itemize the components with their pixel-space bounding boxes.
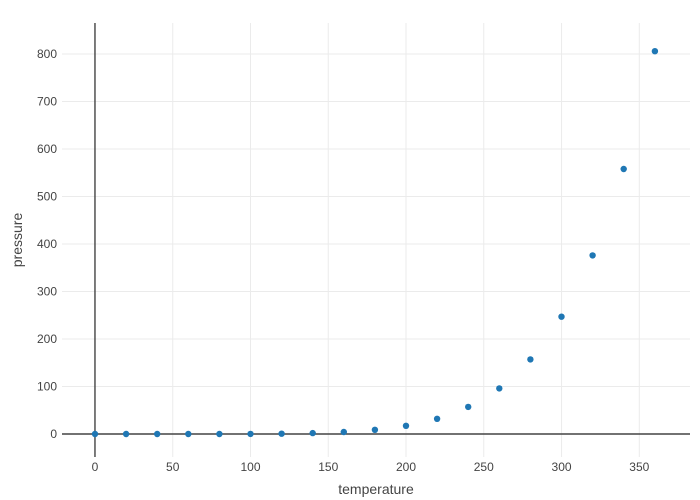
x-tick-label: 250 [474, 460, 494, 474]
x-tick-label: 200 [396, 460, 416, 474]
data-point[interactable] [247, 430, 254, 438]
data-point[interactable] [309, 429, 316, 437]
data-point[interactable] [620, 165, 627, 173]
y-tick-label: 0 [50, 427, 57, 441]
x-tick-label: 150 [318, 460, 338, 474]
x-tick-label: 0 [92, 460, 99, 474]
x-tick-label: 300 [552, 460, 572, 474]
data-point[interactable] [433, 415, 441, 422]
y-tick-label: 500 [37, 190, 57, 204]
data-point[interactable] [465, 403, 472, 411]
x-tick-label: 100 [240, 460, 260, 474]
data-point[interactable] [278, 430, 285, 437]
x-tick-label: 50 [166, 460, 180, 474]
data-point[interactable] [402, 422, 410, 429]
y-tick-label: 400 [37, 237, 57, 251]
y-tick-label: 300 [37, 285, 57, 299]
data-point[interactable] [122, 430, 130, 438]
data-point[interactable] [527, 356, 534, 363]
y-tick-label: 700 [37, 95, 57, 109]
data-point[interactable] [340, 428, 347, 436]
data-point[interactable] [558, 313, 565, 320]
x-axis-title: temperature [338, 481, 414, 497]
x-tick-label: 350 [629, 460, 649, 474]
data-point[interactable] [185, 430, 192, 438]
y-tick-label: 600 [37, 142, 57, 156]
y-tick-label: 200 [37, 332, 57, 346]
data-point[interactable] [91, 430, 99, 438]
data-point[interactable] [651, 48, 659, 55]
y-axis-title: pressure [9, 213, 25, 268]
y-tick-label: 100 [37, 380, 57, 394]
data-point[interactable] [371, 426, 379, 433]
data-point[interactable] [589, 252, 596, 259]
data-point[interactable] [154, 430, 161, 438]
data-point[interactable] [216, 430, 223, 438]
y-tick-label: 800 [37, 47, 57, 61]
data-point[interactable] [496, 385, 503, 392]
